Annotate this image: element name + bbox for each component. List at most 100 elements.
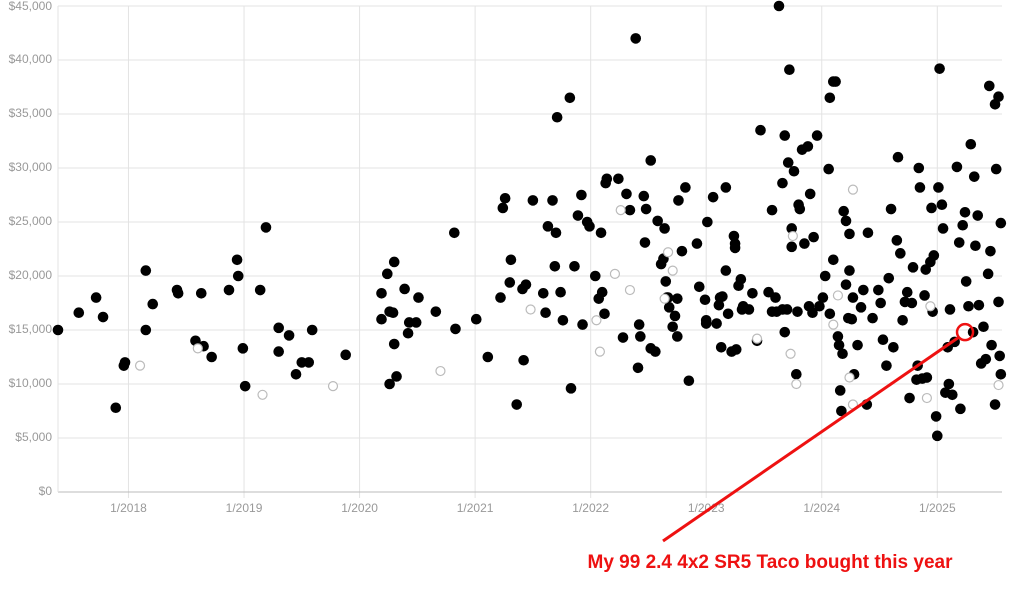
data-point [788, 165, 800, 177]
data-point [921, 392, 932, 404]
x-tick-label: 1/2024 [803, 501, 840, 515]
data-point [993, 379, 1004, 391]
data-point [828, 254, 839, 266]
data-point [676, 245, 688, 257]
data-point [283, 330, 295, 341]
y-tick-label: $25,000 [9, 214, 53, 228]
data-point [551, 111, 563, 123]
data-point [624, 284, 636, 296]
data-point [672, 293, 683, 304]
data-point [327, 381, 339, 392]
data-point [993, 296, 1004, 308]
data-point [599, 308, 610, 320]
data-point [596, 286, 608, 298]
data-point [633, 319, 645, 330]
data-point [729, 242, 741, 254]
data-point [388, 338, 400, 350]
data-point [855, 302, 867, 313]
data-point [557, 314, 569, 326]
data-point [970, 240, 981, 252]
data-point [73, 307, 85, 319]
data-point [834, 385, 846, 396]
y-tick-label: $10,000 [9, 376, 53, 390]
data-point [273, 346, 284, 357]
data-point [994, 350, 1005, 362]
data-point [877, 334, 889, 346]
data-point [766, 204, 778, 216]
data-point [833, 339, 845, 351]
data-point [794, 203, 806, 215]
data-point [382, 268, 393, 280]
data-point [973, 299, 985, 311]
data-point [527, 195, 539, 206]
data-point [773, 0, 785, 12]
x-tick-label: 1/2021 [457, 501, 494, 515]
data-point [784, 64, 795, 76]
data-point [707, 191, 719, 203]
y-tick-label: $45,000 [9, 0, 53, 13]
data-point [785, 348, 796, 359]
data-point [817, 292, 829, 303]
data-point [399, 283, 410, 295]
data-point [936, 199, 948, 211]
data-point [632, 362, 644, 374]
data-point [711, 318, 722, 329]
x-tick-label: 1/2025 [919, 501, 956, 515]
data-point [306, 324, 318, 336]
data-point [192, 343, 203, 354]
data-point [819, 270, 831, 282]
data-point [993, 91, 1004, 103]
data-point [655, 258, 667, 270]
data-point [609, 268, 621, 279]
data-point [983, 80, 995, 92]
y-tick-label: $30,000 [9, 160, 53, 174]
data-point [572, 210, 584, 221]
data-point [885, 203, 897, 215]
data-point [413, 292, 424, 303]
data-point [450, 323, 461, 335]
data-point [951, 161, 963, 173]
data-point [777, 177, 788, 189]
data-point [537, 287, 549, 299]
data-point [933, 182, 944, 193]
data-point [928, 250, 940, 261]
data-point [410, 317, 422, 328]
x-tick-label: 1/2022 [572, 501, 609, 515]
data-point [699, 294, 711, 306]
data-point [663, 302, 675, 313]
data-point [90, 292, 102, 303]
data-point [525, 304, 536, 315]
data-point [930, 411, 942, 422]
data-point [779, 326, 791, 338]
data-point [505, 254, 517, 266]
data-point [990, 163, 1002, 175]
data-point [907, 262, 919, 273]
data-point [391, 371, 402, 382]
data-point [867, 312, 878, 324]
y-tick-label: $35,000 [9, 106, 53, 120]
data-point [944, 304, 956, 315]
data-point [844, 228, 855, 240]
y-tick-label: $40,000 [9, 52, 53, 66]
data-point [925, 301, 936, 312]
data-point [844, 265, 855, 276]
data-point [807, 307, 818, 319]
data-point [52, 324, 64, 336]
data-point [931, 430, 943, 442]
data-point [613, 173, 624, 185]
data-point [669, 310, 681, 322]
data-point [195, 287, 207, 299]
data-point [550, 227, 562, 239]
data-point [837, 348, 848, 360]
data-point [693, 281, 705, 293]
data-point [540, 307, 551, 319]
data-point [919, 290, 930, 301]
data-point [595, 227, 607, 239]
data-point [965, 138, 977, 150]
data-point [914, 182, 926, 193]
data-point [906, 297, 918, 309]
data-point [672, 331, 683, 342]
data-point [814, 300, 825, 312]
data-point [895, 248, 906, 259]
